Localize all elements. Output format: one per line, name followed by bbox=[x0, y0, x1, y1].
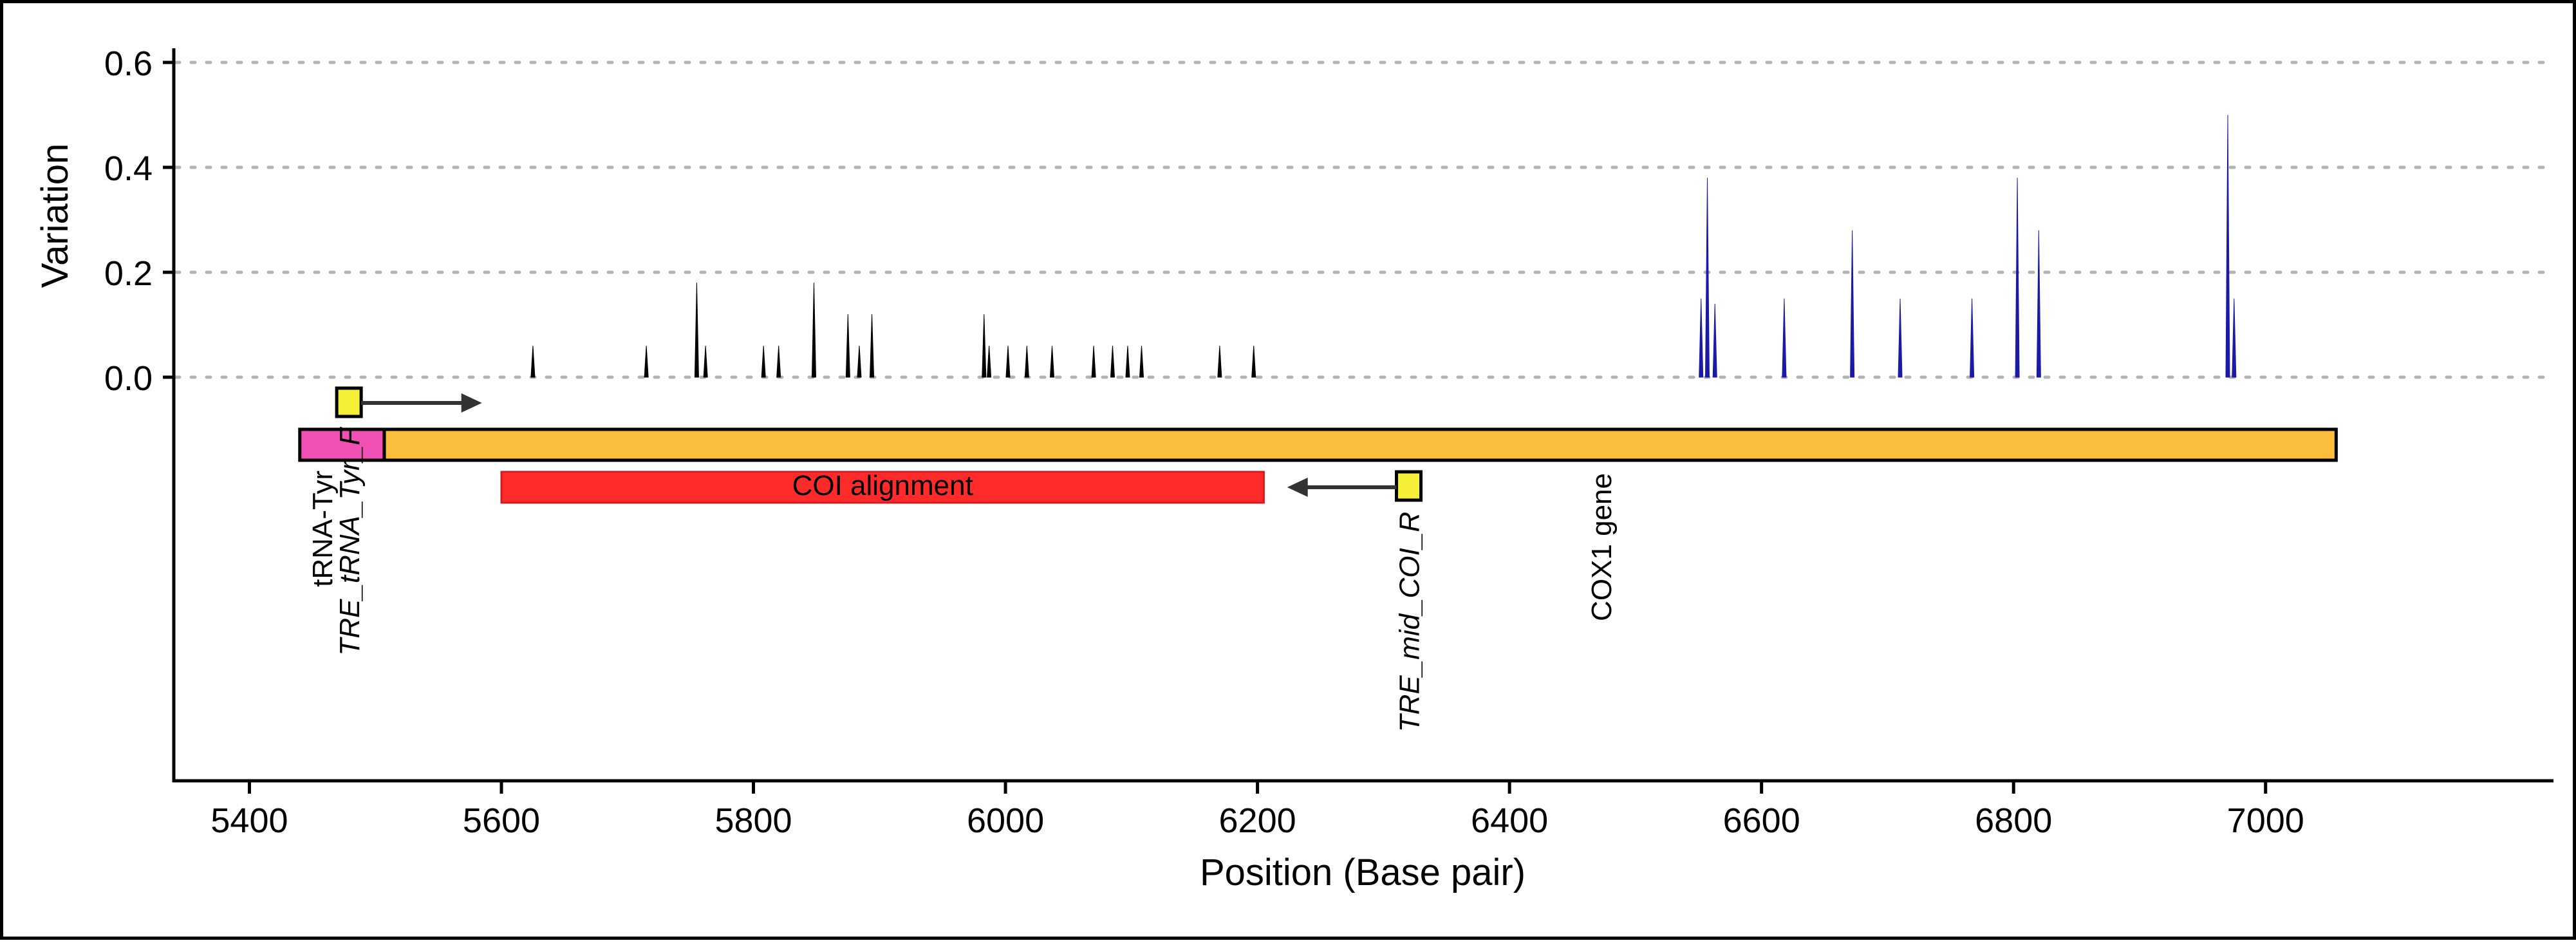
variation-peak bbox=[1110, 346, 1115, 378]
y-tick-label: 0.6 bbox=[104, 44, 153, 83]
cox1-gene-label: COX1 gene bbox=[1586, 473, 1618, 621]
variation-peak bbox=[1699, 298, 1704, 378]
variation-peak bbox=[1091, 346, 1096, 378]
variation-peak bbox=[1704, 178, 1710, 378]
axes bbox=[172, 48, 2553, 783]
variation-peak bbox=[776, 346, 781, 378]
x-tick-label: 7000 bbox=[2227, 801, 2304, 840]
variation-peak bbox=[761, 346, 766, 378]
y-axis-title: Variation bbox=[34, 144, 76, 288]
variation-peak bbox=[2036, 230, 2041, 378]
variation-peak bbox=[987, 346, 992, 378]
coi-alignment-bar bbox=[500, 471, 1265, 504]
variation-peak bbox=[1217, 346, 1222, 378]
variation-peak bbox=[2232, 298, 2237, 378]
variation-peak bbox=[2015, 178, 2020, 378]
variation-peak bbox=[1024, 346, 1029, 378]
variation-peak bbox=[811, 283, 817, 378]
trna-tyr-label: tRNA-Tyr bbox=[307, 471, 339, 587]
variation-peak bbox=[1251, 346, 1256, 378]
variation-peak bbox=[644, 346, 649, 378]
variation-peak bbox=[857, 346, 862, 378]
forward-arrow-head bbox=[461, 393, 482, 413]
variation-peak bbox=[870, 314, 875, 378]
trna-tyr-bar bbox=[298, 427, 386, 462]
x-ticks: 5400 5600 5800 6000 6200 6400 6600 6800 7000 bbox=[210, 781, 2304, 840]
x-tick-label: 5600 bbox=[463, 801, 540, 840]
variation-peak bbox=[1125, 346, 1130, 378]
x-tick-label: 5800 bbox=[714, 801, 792, 840]
variation-peak bbox=[845, 314, 850, 378]
x-tick-label: 6400 bbox=[1471, 801, 1548, 840]
x-tick-label: 6800 bbox=[1975, 801, 2052, 840]
variation-peak bbox=[1005, 346, 1011, 378]
variation-peak bbox=[1782, 298, 1787, 378]
reverse-primer-box bbox=[1395, 470, 1423, 502]
primers: TRE_tRNA_Tyr_F TRE_mid_COI_R bbox=[334, 386, 1426, 732]
variation-chart: 0.0 0.2 0.4 0.6 5400 5600 5800 6000 6200 6400 660… bbox=[34, 44, 2554, 893]
variation-peak bbox=[1049, 346, 1055, 378]
variation-peaks bbox=[530, 115, 2237, 378]
x-tick-label: 6000 bbox=[967, 801, 1044, 840]
x-axis-title: Position (Base pair) bbox=[1200, 852, 1526, 893]
variation-peak bbox=[1898, 298, 1903, 378]
reverse-primer-label: TRE_mid_COI_R bbox=[1394, 512, 1426, 732]
variation-peak bbox=[694, 283, 699, 378]
x-tick-label: 5400 bbox=[210, 801, 288, 840]
variation-peak bbox=[1139, 346, 1144, 378]
forward-primer-box bbox=[335, 386, 363, 418]
coi-alignment-label: COI alignment bbox=[792, 470, 973, 501]
cox1-gene-bar bbox=[382, 427, 2338, 462]
y-tick-label: 0.2 bbox=[104, 254, 153, 293]
x-tick-label: 6200 bbox=[1219, 801, 1296, 840]
variation-peak bbox=[530, 346, 536, 378]
variation-peak bbox=[1970, 298, 1975, 378]
variation-peak bbox=[703, 346, 708, 378]
variation-peak bbox=[1712, 303, 1717, 378]
gene-features: COI alignment tRNA-Tyr COX1 gene bbox=[298, 427, 2338, 621]
x-tick-label: 6600 bbox=[1723, 801, 1800, 840]
y-tick-label: 0.0 bbox=[104, 359, 153, 398]
variation-peak bbox=[982, 314, 987, 378]
variation-peak bbox=[1850, 230, 1855, 378]
y-tick-label: 0.4 bbox=[104, 149, 153, 188]
gridlines bbox=[174, 61, 2554, 379]
forward-primer-label: TRE_tRNA_Tyr_F bbox=[334, 427, 366, 656]
reverse-arrow-head bbox=[1287, 478, 1308, 497]
y-ticks: 0.0 0.2 0.4 0.6 bbox=[104, 44, 174, 398]
variation-peak bbox=[2225, 115, 2230, 378]
